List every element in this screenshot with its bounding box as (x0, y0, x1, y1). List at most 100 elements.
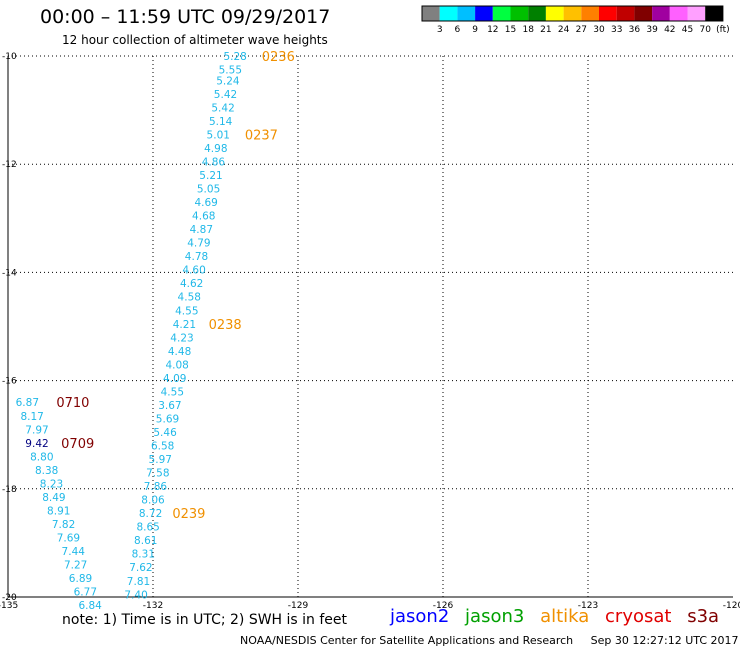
scale-label: 21 (540, 25, 551, 35)
footer-note: note: 1) Time is in UTC; 2) SWH is in fe… (62, 612, 348, 628)
color-scale: 3 6 9 12 15 18 21 24 27 30 33 36 39 42 45 70 (ft) (421, 5, 730, 35)
x-tick-label: -123 (578, 601, 598, 611)
wave-height-value: 5.46 (153, 427, 177, 439)
wave-height-value: 7.44 (62, 546, 86, 558)
legend-altika: altika (540, 606, 590, 627)
wave-height-value: 5.21 (199, 170, 222, 182)
wave-height-value: 4.78 (185, 251, 208, 263)
wave-height-value: 6.84 (78, 600, 102, 612)
pass-time-label: 0238 (209, 318, 242, 333)
wave-height-value: 5.42 (214, 89, 237, 101)
wave-height-value: 4.09 (163, 373, 186, 385)
wave-height-value: 8.23 (40, 478, 63, 490)
scale-label: (ft) (716, 25, 730, 35)
wave-height-value: 4.58 (178, 292, 201, 304)
wave-height-value: 7.81 (127, 576, 150, 588)
wave-height-value: 8.06 (141, 495, 165, 507)
wave-height-value: 6.77 (74, 587, 97, 599)
scale-label: 9 (472, 25, 478, 35)
scale-label: 6 (455, 25, 461, 35)
y-tick-label: -10 (2, 52, 17, 62)
y-tick-label: -20 (2, 593, 17, 603)
wave-height-value: 6.89 (69, 573, 92, 585)
y-tick-label: -12 (2, 160, 17, 170)
wave-height-value: 5.05 (197, 184, 220, 196)
y-tick-label: -14 (2, 268, 17, 278)
wave-height-value: 5.14 (209, 116, 233, 128)
wave-height-value: 7.27 (64, 560, 87, 572)
scale-swatch (669, 6, 688, 21)
pass-time-label: 0239 (172, 507, 205, 522)
pass-time-label: 0237 (245, 128, 278, 143)
page-subtitle: 12 hour collection of altimeter wave hei… (62, 33, 328, 47)
scale-swatch (652, 6, 670, 21)
wave-height-value: 4.98 (204, 143, 227, 155)
wave-height-value: 4.55 (175, 305, 198, 317)
wave-height-value: 4.60 (182, 265, 205, 277)
scale-label: 30 (593, 25, 605, 35)
scale-label: 18 (522, 25, 534, 35)
wave-height-value: 8.91 (47, 505, 70, 517)
wave-height-value: 7.82 (52, 519, 75, 531)
wave-height-value: 7.97 (25, 424, 48, 436)
wave-height-value: 9.42 (25, 438, 48, 450)
scale-swatch (422, 6, 440, 21)
scale-swatch (616, 6, 635, 21)
pass-time-label: 0709 (61, 437, 94, 452)
scale-label: 12 (487, 25, 498, 35)
x-tick-label: -129 (288, 601, 309, 611)
wave-height-value: 8.72 (139, 508, 162, 520)
wave-height-value: 4.79 (187, 238, 210, 250)
wave-height-value: 7.62 (129, 562, 152, 574)
wave-height-value: 8.17 (20, 411, 43, 423)
pass-time-label: 0710 (56, 396, 89, 411)
scale-label: 27 (576, 25, 587, 35)
scale-label: 3 (437, 25, 443, 35)
scale-label: 33 (611, 25, 622, 35)
y-tick-label: -18 (2, 485, 17, 495)
legend-jason3: jason3 (465, 606, 525, 627)
scale-label: 36 (629, 25, 641, 35)
legend-s3a: s3a (687, 606, 720, 627)
track-time-labels: 0236 0237 0238 0239 0710 0709 (56, 50, 295, 522)
wave-height-value: 4.55 (161, 386, 184, 398)
scale-swatch (545, 6, 564, 21)
footer-credit: NOAA/NESDIS Center for Satellite Applica… (240, 634, 739, 647)
scale-swatch (457, 6, 476, 21)
wave-height-value: 7.69 (57, 532, 80, 544)
x-tick-label: -132 (143, 601, 163, 611)
wave-height-value: 5.28 (223, 51, 246, 63)
scale-label: 39 (646, 25, 658, 35)
wave-height-value: 8.49 (42, 492, 65, 504)
wave-height-value: 4.68 (192, 211, 215, 223)
wave-height-value: 4.48 (168, 346, 191, 358)
scale-border (421, 5, 724, 22)
wave-height-value: 4.23 (170, 332, 193, 344)
scale-swatch (581, 6, 599, 21)
wave-height-value: 4.62 (180, 278, 203, 290)
x-tick-label: -126 (433, 601, 454, 611)
wave-height-value: 5.24 (216, 75, 240, 87)
wave-height-value: 8.38 (35, 465, 58, 477)
scale-swatch (599, 6, 617, 21)
pass-time-label: 0236 (262, 50, 295, 65)
wave-height-value: 8.65 (136, 522, 159, 534)
wave-height-value: 5.01 (207, 129, 230, 141)
scale-label: 15 (505, 25, 516, 35)
scale-label: 42 (664, 25, 675, 35)
wave-height-value: 4.87 (190, 224, 213, 236)
wave-height-value: 8.80 (30, 451, 53, 463)
wave-height-value: 3.67 (158, 400, 181, 412)
scale-swatch (510, 6, 529, 21)
wave-height-value: 7.58 (146, 468, 169, 480)
wave-height-value: 4.21 (173, 319, 196, 331)
wave-height-value: 4.86 (202, 156, 226, 168)
wave-height-value: 7.86 (144, 481, 168, 493)
wave-height-value: 5.97 (149, 454, 172, 466)
map-grid: -135 -132 -129 -126 -123 -120 -10 -12 -14 -16 -18 -… (0, 52, 740, 611)
page-title: 00:00 – 11:59 UTC 09/29/2017 (40, 6, 331, 28)
wave-height-value: 6.87 (16, 397, 39, 409)
scale-swatch (687, 6, 706, 21)
satellite-legend: jason2 jason3 altika cryosat s3a (390, 606, 729, 627)
